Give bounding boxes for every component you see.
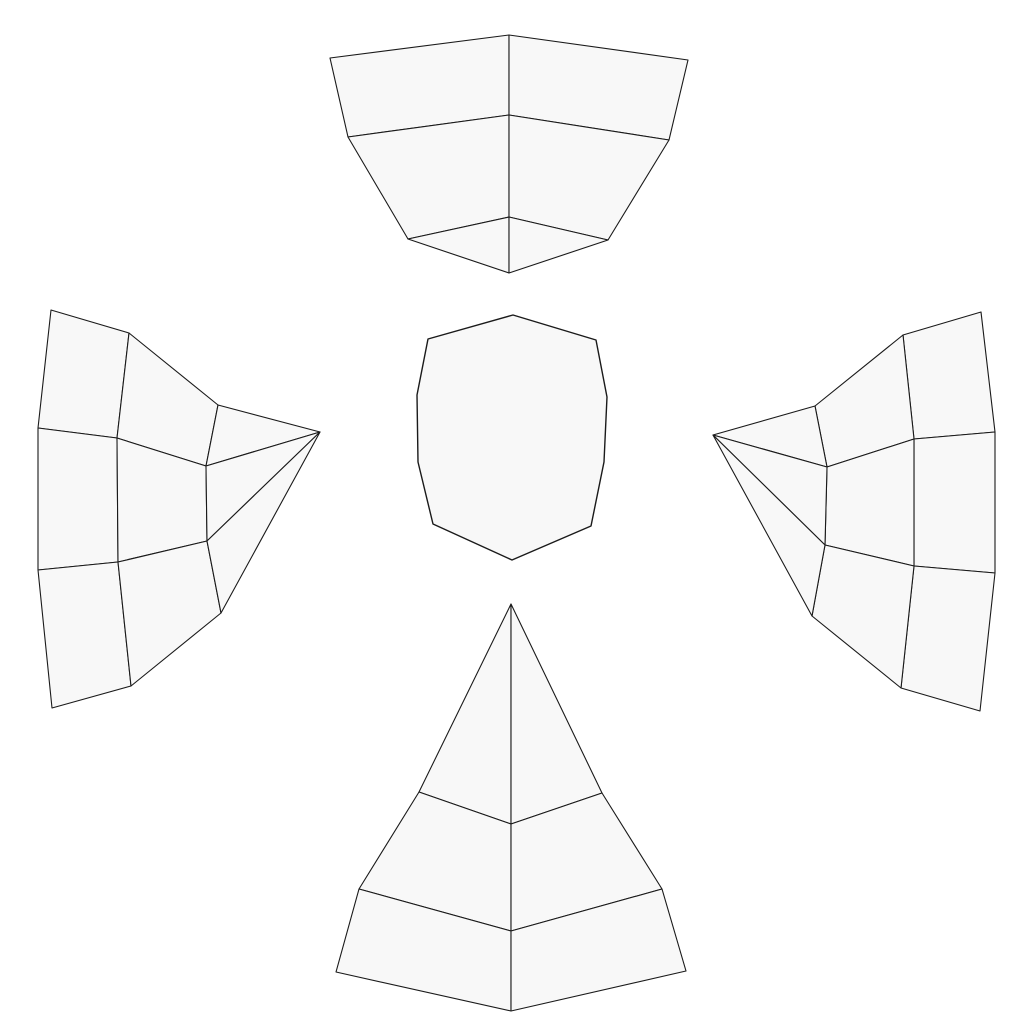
left-face-r3c2	[117, 540, 222, 687]
right-face-tip-3	[712, 434, 826, 617]
net-right	[712, 311, 996, 712]
left-face-r1c1	[37, 309, 130, 439]
net-left	[37, 309, 321, 709]
right-face-r3c2	[811, 544, 915, 689]
net-bottom	[335, 603, 687, 1012]
top-face-mid-left	[347, 114, 510, 240]
right-face-r1c3	[902, 311, 996, 440]
left-face-tip-3	[206, 431, 321, 614]
center-face-octagon	[416, 314, 608, 561]
right-face-r3c3	[900, 565, 996, 712]
left-face-r2c1	[37, 427, 119, 571]
top-face-tip-right	[508, 216, 609, 274]
right-face-r2c3	[913, 431, 996, 574]
left-face-r3c1	[37, 561, 132, 709]
bottom-face-tip-left	[418, 603, 512, 825]
bottom-face-outer-right	[510, 888, 687, 1012]
bottom-face-tip-right	[510, 603, 603, 825]
net-top	[329, 34, 689, 274]
net-center	[416, 314, 608, 561]
